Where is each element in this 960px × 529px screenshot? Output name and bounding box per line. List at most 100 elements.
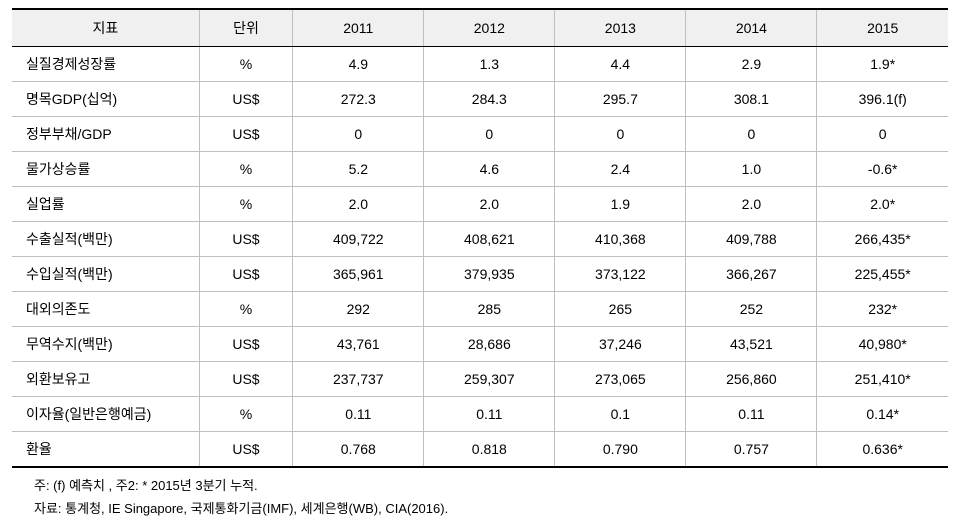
value-cell: 28,686 bbox=[424, 327, 555, 362]
value-cell: 256,860 bbox=[686, 362, 817, 397]
indicator-cell: 실질경제성장률 bbox=[12, 47, 199, 82]
value-cell: 0 bbox=[293, 117, 424, 152]
value-cell: 0.11 bbox=[293, 397, 424, 432]
value-cell: 396.1(f) bbox=[817, 82, 948, 117]
indicator-cell: 환율 bbox=[12, 432, 199, 468]
value-cell: 365,961 bbox=[293, 257, 424, 292]
economic-indicators-table: 지표 단위 2011 2012 2013 2014 2015 실질경제성장률%4… bbox=[12, 8, 948, 468]
col-header-2012: 2012 bbox=[424, 9, 555, 47]
unit-cell: US$ bbox=[199, 257, 293, 292]
value-cell: 2.9 bbox=[686, 47, 817, 82]
value-cell: -0.6* bbox=[817, 152, 948, 187]
value-cell: 284.3 bbox=[424, 82, 555, 117]
value-cell: 0.14* bbox=[817, 397, 948, 432]
value-cell: 2.4 bbox=[555, 152, 686, 187]
indicator-cell: 이자율(일반은행예금) bbox=[12, 397, 199, 432]
table-row: 수입실적(백만)US$365,961379,935373,122366,2672… bbox=[12, 257, 948, 292]
value-cell: 292 bbox=[293, 292, 424, 327]
value-cell: 366,267 bbox=[686, 257, 817, 292]
unit-cell: US$ bbox=[199, 432, 293, 468]
value-cell: 259,307 bbox=[424, 362, 555, 397]
indicator-cell: 대외의존도 bbox=[12, 292, 199, 327]
value-cell: 237,737 bbox=[293, 362, 424, 397]
indicator-cell: 외환보유고 bbox=[12, 362, 199, 397]
value-cell: 0 bbox=[555, 117, 686, 152]
table-row: 실질경제성장률%4.91.34.42.91.9* bbox=[12, 47, 948, 82]
value-cell: 0.790 bbox=[555, 432, 686, 468]
table-row: 무역수지(백만)US$43,76128,68637,24643,52140,98… bbox=[12, 327, 948, 362]
value-cell: 308.1 bbox=[686, 82, 817, 117]
col-header-2014: 2014 bbox=[686, 9, 817, 47]
value-cell: 43,761 bbox=[293, 327, 424, 362]
value-cell: 0.1 bbox=[555, 397, 686, 432]
value-cell: 1.9 bbox=[555, 187, 686, 222]
col-header-indicator: 지표 bbox=[12, 9, 199, 47]
footnote-line-2: 자료: 통계청, IE Singapore, 국제통화기금(IMF), 세계은행… bbox=[34, 497, 948, 520]
value-cell: 2.0* bbox=[817, 187, 948, 222]
unit-cell: US$ bbox=[199, 82, 293, 117]
table-body: 실질경제성장률%4.91.34.42.91.9*명목GDP(십억)US$272.… bbox=[12, 47, 948, 468]
value-cell: 252 bbox=[686, 292, 817, 327]
indicator-cell: 물가상승률 bbox=[12, 152, 199, 187]
table-row: 이자율(일반은행예금)%0.110.110.10.110.14* bbox=[12, 397, 948, 432]
value-cell: 5.2 bbox=[293, 152, 424, 187]
value-cell: 0 bbox=[686, 117, 817, 152]
table-row: 환율US$0.7680.8180.7900.7570.636* bbox=[12, 432, 948, 468]
value-cell: 379,935 bbox=[424, 257, 555, 292]
indicator-cell: 수출실적(백만) bbox=[12, 222, 199, 257]
col-header-2013: 2013 bbox=[555, 9, 686, 47]
value-cell: 409,788 bbox=[686, 222, 817, 257]
value-cell: 408,621 bbox=[424, 222, 555, 257]
table-row: 대외의존도%292285265252232* bbox=[12, 292, 948, 327]
unit-cell: % bbox=[199, 47, 293, 82]
value-cell: 265 bbox=[555, 292, 686, 327]
indicator-cell: 수입실적(백만) bbox=[12, 257, 199, 292]
unit-cell: % bbox=[199, 292, 293, 327]
value-cell: 0.768 bbox=[293, 432, 424, 468]
value-cell: 4.6 bbox=[424, 152, 555, 187]
value-cell: 0.757 bbox=[686, 432, 817, 468]
table-row: 수출실적(백만)US$409,722408,621410,368409,7882… bbox=[12, 222, 948, 257]
table-row: 물가상승률%5.24.62.41.0-0.6* bbox=[12, 152, 948, 187]
value-cell: 2.0 bbox=[424, 187, 555, 222]
unit-cell: % bbox=[199, 397, 293, 432]
value-cell: 0 bbox=[424, 117, 555, 152]
value-cell: 40,980* bbox=[817, 327, 948, 362]
unit-cell: % bbox=[199, 152, 293, 187]
value-cell: 285 bbox=[424, 292, 555, 327]
value-cell: 1.3 bbox=[424, 47, 555, 82]
col-header-unit: 단위 bbox=[199, 9, 293, 47]
col-header-2011: 2011 bbox=[293, 9, 424, 47]
value-cell: 295.7 bbox=[555, 82, 686, 117]
footnotes: 주: (f) 예측치 , 주2: * 2015년 3분기 누적. 자료: 통계청… bbox=[12, 474, 948, 521]
indicator-cell: 무역수지(백만) bbox=[12, 327, 199, 362]
value-cell: 232* bbox=[817, 292, 948, 327]
table-row: 실업률%2.02.01.92.02.0* bbox=[12, 187, 948, 222]
value-cell: 0 bbox=[817, 117, 948, 152]
value-cell: 251,410* bbox=[817, 362, 948, 397]
value-cell: 0.818 bbox=[424, 432, 555, 468]
value-cell: 409,722 bbox=[293, 222, 424, 257]
footnote-line-1: 주: (f) 예측치 , 주2: * 2015년 3분기 누적. bbox=[34, 474, 948, 497]
value-cell: 43,521 bbox=[686, 327, 817, 362]
value-cell: 373,122 bbox=[555, 257, 686, 292]
unit-cell: US$ bbox=[199, 327, 293, 362]
table-header-row: 지표 단위 2011 2012 2013 2014 2015 bbox=[12, 9, 948, 47]
value-cell: 4.9 bbox=[293, 47, 424, 82]
value-cell: 4.4 bbox=[555, 47, 686, 82]
unit-cell: US$ bbox=[199, 117, 293, 152]
table-row: 명목GDP(십억)US$272.3284.3295.7308.1396.1(f) bbox=[12, 82, 948, 117]
value-cell: 273,065 bbox=[555, 362, 686, 397]
table-row: 외환보유고US$237,737259,307273,065256,860251,… bbox=[12, 362, 948, 397]
value-cell: 266,435* bbox=[817, 222, 948, 257]
value-cell: 1.9* bbox=[817, 47, 948, 82]
value-cell: 2.0 bbox=[293, 187, 424, 222]
value-cell: 225,455* bbox=[817, 257, 948, 292]
value-cell: 0.11 bbox=[424, 397, 555, 432]
value-cell: 410,368 bbox=[555, 222, 686, 257]
value-cell: 1.0 bbox=[686, 152, 817, 187]
value-cell: 37,246 bbox=[555, 327, 686, 362]
table-row: 정부부채/GDPUS$00000 bbox=[12, 117, 948, 152]
value-cell: 0.11 bbox=[686, 397, 817, 432]
value-cell: 2.0 bbox=[686, 187, 817, 222]
